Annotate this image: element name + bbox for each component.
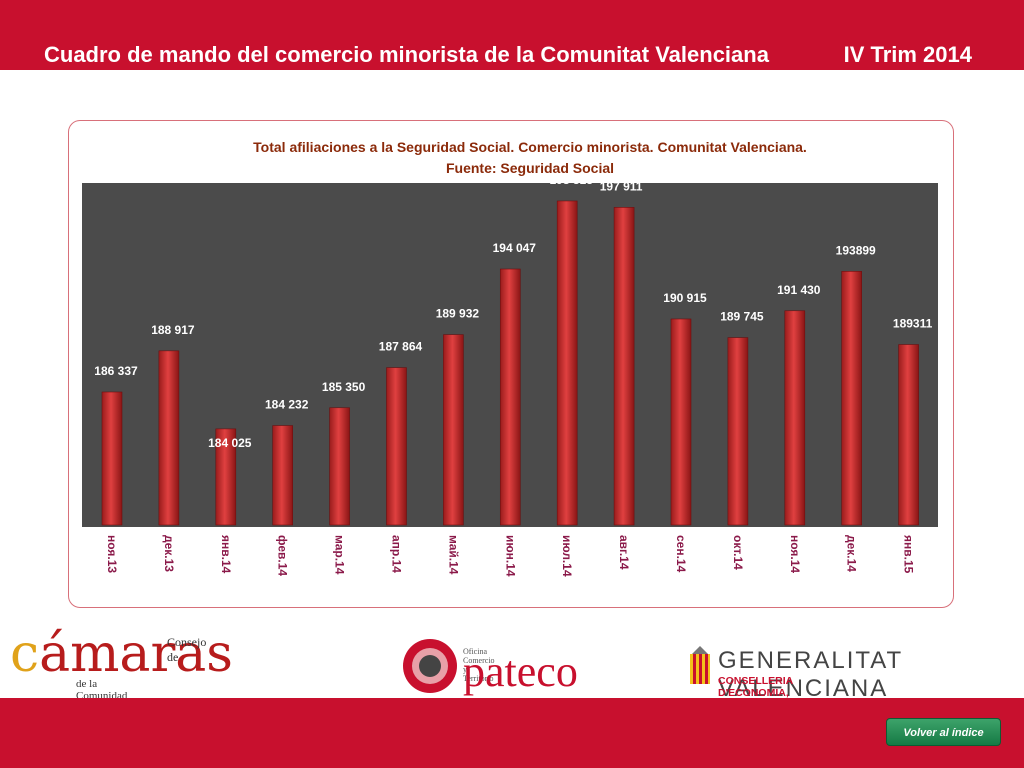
pateco-wordmark: pateco <box>463 647 578 696</box>
data-label: 194 047 <box>493 241 537 255</box>
x-tick-label: сен.14 <box>674 535 688 573</box>
chart-subtitle: Fuente: Seguridad Social <box>445 160 615 176</box>
bar-сен.14 <box>670 318 692 526</box>
bar-chart: 186 337 ноя.13 188 917 дек.13 184 025 янв.14 1… <box>94 173 933 577</box>
bar-янв.15 <box>898 344 919 526</box>
data-label: 198 313 <box>550 173 594 187</box>
bar-дек.14 <box>841 271 863 526</box>
x-tick-label: дек.14 <box>845 535 859 572</box>
bar-апр.14 <box>386 367 407 526</box>
x-tick-label: ноя.14 <box>788 535 802 573</box>
data-label: 186 337 <box>94 364 138 378</box>
x-tick-label: авг.14 <box>617 535 631 570</box>
generalitat-shield-icon <box>690 646 710 684</box>
x-tick-label: июн.14 <box>503 535 517 577</box>
x-tick-label: апр.14 <box>390 535 404 573</box>
bar-ноя.13 <box>101 391 123 526</box>
data-label: 197 911 <box>600 179 643 193</box>
data-label: 193899 <box>836 243 876 257</box>
data-label: 190 915 <box>663 291 707 305</box>
x-tick-label: янв.15 <box>902 535 916 574</box>
x-tick-label: окт.14 <box>731 535 745 570</box>
x-tick-label: мар.14 <box>333 535 347 575</box>
x-tick-label: май.14 <box>446 535 460 575</box>
x-tick-label: фев.14 <box>276 535 290 576</box>
bar-июл.14 <box>556 200 578 526</box>
bar-мар.14 <box>329 407 350 526</box>
bar-май.14 <box>443 334 464 526</box>
data-label: 191 430 <box>777 283 821 297</box>
footer-bar <box>0 698 1024 768</box>
bar-июн.14 <box>499 268 521 526</box>
data-label: 189 745 <box>720 310 764 324</box>
chart-title: Total afiliaciones a la Seguridad Social… <box>253 139 807 155</box>
bar-ноя.14 <box>784 310 806 526</box>
generalitat-name: GENERALITAT VALENCIANA <box>718 647 903 702</box>
bar-авг.14 <box>613 207 635 526</box>
bar-окт.14 <box>727 337 749 526</box>
data-label: 189311 <box>893 317 933 331</box>
data-label: 184 025 <box>208 436 252 450</box>
data-label: 185 350 <box>322 380 366 394</box>
bar-фев.14 <box>272 425 294 526</box>
pateco-tagline: Oficina Comercio y Territorio <box>463 647 495 683</box>
x-tick-label: июл.14 <box>560 535 574 577</box>
data-label: 184 232 <box>265 398 309 412</box>
back-to-index-button[interactable]: Volver al índice <box>886 718 1001 746</box>
pateco-target-icon <box>403 639 457 693</box>
bar-янв.14 <box>215 428 237 526</box>
camaras-wordmark: cámaras <box>10 624 233 684</box>
x-tick-label: дек.13 <box>162 535 176 572</box>
data-label: 189 932 <box>436 307 480 321</box>
x-tick-label: янв.14 <box>219 535 233 574</box>
period-label: IV Trim 2014 <box>843 42 972 67</box>
camaras-top-text: Consejo de <box>167 635 207 664</box>
data-label: 187 864 <box>379 340 423 354</box>
x-tick-label: ноя.13 <box>105 535 119 573</box>
page-title: Cuadro de mando del comercio minorista d… <box>44 42 769 67</box>
header-bar: Cuadro de mando del comercio minorista d… <box>0 0 1024 70</box>
bar-дек.13 <box>158 350 180 526</box>
data-label: 188 917 <box>151 323 195 337</box>
